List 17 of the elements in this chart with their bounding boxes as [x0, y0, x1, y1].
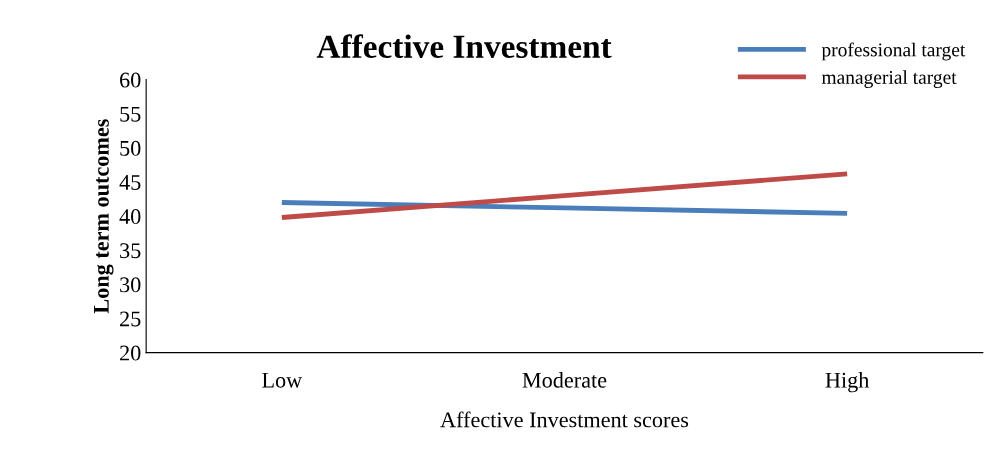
y-tick-label: 30	[120, 277, 141, 293]
y-tick-label: 25	[120, 311, 141, 327]
y-tick-label: 50	[120, 140, 141, 156]
x-tick-label: Low	[262, 372, 303, 388]
y-tick-label: 35	[120, 243, 141, 259]
y-tick-label: 40	[119, 209, 141, 225]
x-axis-title: Affective Investment scores	[440, 411, 689, 428]
y-tick-label: 55	[120, 106, 141, 122]
y-tick-label: 60	[120, 72, 141, 88]
x-tick-label: Moderate	[522, 372, 607, 388]
legend-label: professional target	[821, 42, 966, 61]
y-tick-label: 45	[119, 175, 141, 190]
y-axis-title: Long term outcomes	[94, 119, 114, 314]
y-tick-label: 20	[120, 345, 141, 361]
legend-label: managerial target	[821, 70, 957, 88]
x-tick-label: High	[825, 372, 870, 393]
chart-title: Affective Investment	[316, 34, 612, 58]
